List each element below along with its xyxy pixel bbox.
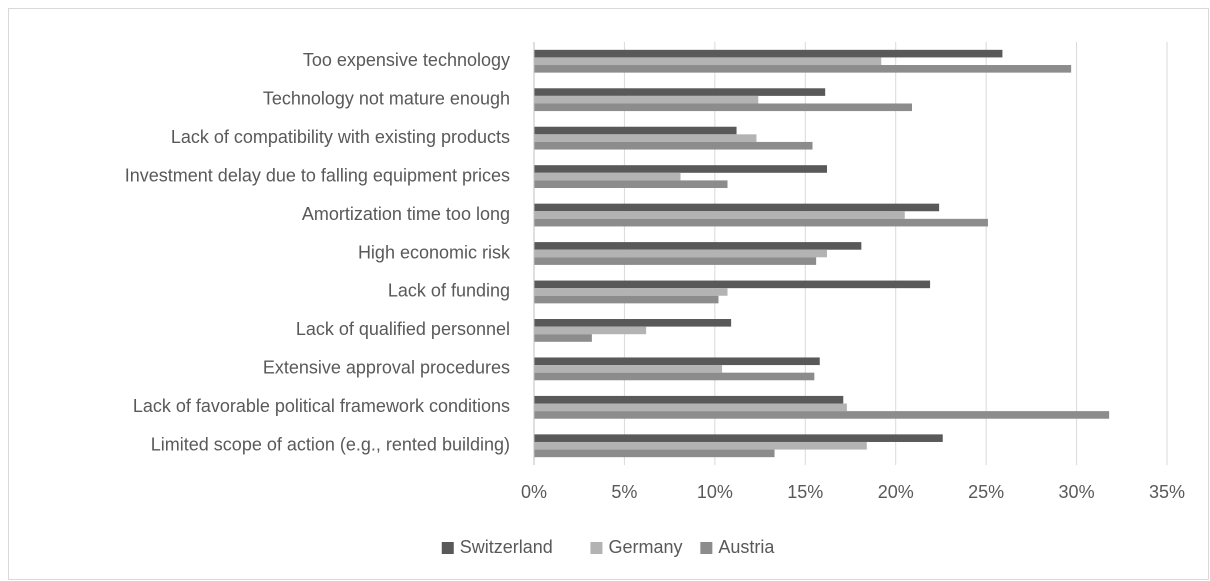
y-tick-label: Limited scope of action (e.g., rented bu… [151,435,510,455]
bar [534,372,815,381]
bar [534,395,844,404]
x-tick-label: 15% [787,482,823,502]
chart-frame [8,8,1209,580]
legend-label: Germany [608,537,682,557]
bar [534,126,737,135]
y-tick-label: Extensive approval procedures [263,358,510,378]
bar [534,326,647,335]
legend-label: Switzerland [460,537,553,557]
bar [534,280,931,289]
legend-swatch [590,542,603,554]
y-tick-label: Technology not mature enough [263,88,510,108]
bar [534,357,820,366]
bar [534,95,759,104]
bar [534,403,847,412]
bar [534,441,867,450]
x-tick-label: 25% [968,482,1004,502]
bar [534,57,882,66]
bar [534,319,732,327]
bar [534,218,988,227]
bar [534,103,912,112]
legend-label: Austria [718,537,775,557]
x-tick-label: 5% [611,482,637,502]
y-tick-label: Investment delay due to falling equipmen… [125,165,510,185]
y-tick-label: Lack of funding [388,281,510,301]
legend-swatch [441,542,454,554]
bar [534,180,728,188]
x-tick-label: 20% [878,482,914,502]
bar [534,242,862,250]
legend-swatch [700,542,713,554]
bar [534,88,826,96]
y-tick-label: High economic risk [358,242,511,262]
bar [534,288,728,296]
y-tick-label: Lack of qualified personnel [296,319,510,339]
bar [534,334,592,342]
bar [534,295,719,304]
x-tick-label: 0% [521,482,547,502]
x-tick-label: 35% [1149,482,1185,502]
bar [534,172,681,181]
bar [534,141,813,150]
bar [534,434,943,442]
bar [534,165,827,173]
bar [534,65,1072,73]
y-tick-label: Lack of compatibility with existing prod… [171,127,510,147]
bar [534,249,827,258]
y-tick-label: Amortization time too long [302,204,510,224]
bar [534,257,817,265]
y-tick-label: Too expensive technology [303,50,510,70]
y-tick-label: Lack of favorable political framework co… [133,396,510,416]
bar [534,365,723,373]
bar [534,449,775,458]
bar [534,134,757,142]
bar [534,49,1003,58]
bar [534,411,1110,419]
x-tick-label: 30% [1059,482,1095,502]
bar [534,203,940,212]
x-tick-label: 10% [697,482,733,502]
bar [534,211,905,219]
